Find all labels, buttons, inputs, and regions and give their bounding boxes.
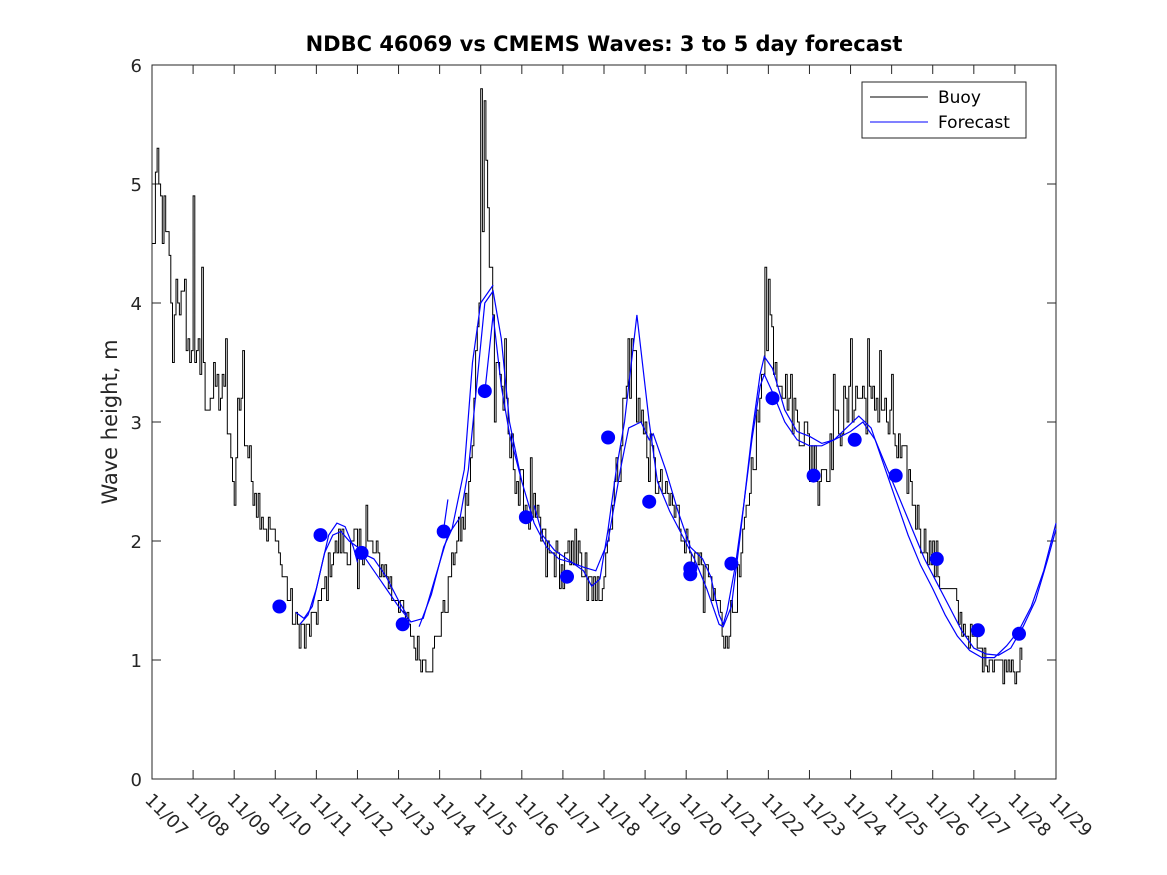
- y-tick-label: 6: [131, 56, 142, 77]
- forecast-marker: [683, 567, 698, 582]
- forecast-series-line-6: [361, 552, 408, 616]
- y-tick-label: 2: [131, 532, 142, 553]
- forecast-marker: [560, 569, 574, 584]
- forecast-marker: [970, 623, 985, 638]
- forecast-series-line-3: [484, 314, 523, 482]
- x-tick-label: 11/14: [428, 790, 480, 842]
- x-tick-label: 11/25: [880, 790, 932, 842]
- forecast-series-line-4: [533, 314, 1057, 659]
- forecast-marker: [724, 556, 739, 571]
- x-tick-label: 11/28: [1003, 790, 1055, 842]
- buoy-series-line: [152, 88, 1023, 685]
- x-tick-label: 11/24: [839, 790, 891, 842]
- x-tick-label: 11/07: [140, 790, 192, 842]
- forecast-marker: [477, 384, 492, 399]
- y-axis-label: Wave height, m: [98, 339, 122, 504]
- forecast-marker: [272, 599, 287, 614]
- x-tick-label: 11/27: [962, 790, 1014, 842]
- forecast-marker: [601, 430, 616, 445]
- x-tick-label: 11/19: [634, 790, 686, 842]
- forecast-marker: [806, 468, 821, 483]
- y-tick-label: 0: [131, 770, 142, 791]
- y-tick-label: 5: [131, 175, 142, 196]
- y-tick-label: 4: [131, 294, 142, 315]
- x-tick-label: 11/21: [716, 790, 768, 842]
- forecast-marker: [354, 545, 369, 560]
- forecast-series-line-0: [295, 522, 359, 620]
- forecast-marker: [436, 524, 451, 539]
- forecast-marker: [395, 617, 410, 632]
- legend: Buoy Forecast: [861, 81, 1027, 139]
- forecast-series-line-5: [443, 499, 449, 530]
- forecast-marker: [929, 551, 944, 566]
- forecast-series-line-2: [418, 284, 494, 627]
- x-tick-label: 11/23: [798, 790, 850, 842]
- x-tick-label: 11/26: [921, 790, 973, 842]
- chart-title: NDBC 46069 vs CMEMS Waves: 3 to 5 day fo…: [306, 32, 903, 56]
- legend-box: [861, 81, 1027, 139]
- forecast-marker: [1012, 626, 1026, 641]
- forecast-series-line-1: [299, 289, 1057, 656]
- x-tick-label: 11/16: [510, 790, 562, 842]
- x-tick-label: 11/08: [182, 790, 234, 842]
- x-tick-label: 11/13: [387, 790, 439, 842]
- legend-forecast-label: Forecast: [938, 113, 1010, 133]
- forecast-marker: [642, 494, 657, 509]
- x-tick-label: 11/17: [551, 790, 603, 842]
- forecast-marker: [847, 432, 862, 447]
- forecast-marker: [518, 510, 533, 525]
- x-tick-label: 11/15: [469, 790, 521, 842]
- y-tick-label: 3: [131, 413, 142, 434]
- plot-series: [152, 88, 1057, 685]
- x-tick-label: 11/22: [757, 790, 809, 842]
- x-tick-label: 11/12: [346, 790, 398, 842]
- forecast-marker: [888, 468, 903, 483]
- x-tick-label: 11/09: [223, 790, 275, 842]
- x-tick-label: 11/11: [305, 790, 357, 842]
- y-tick-label: 1: [131, 651, 142, 672]
- forecast-marker: [313, 528, 328, 543]
- forecast-marker: [765, 391, 780, 406]
- x-tick-label: 11/18: [592, 790, 644, 842]
- x-tick-label: 11/10: [264, 790, 316, 842]
- plot-area: [151, 64, 1057, 780]
- x-tick-label: 11/20: [675, 790, 727, 842]
- legend-buoy-label: Buoy: [938, 88, 981, 108]
- x-tick-label: 11/29: [1044, 790, 1096, 842]
